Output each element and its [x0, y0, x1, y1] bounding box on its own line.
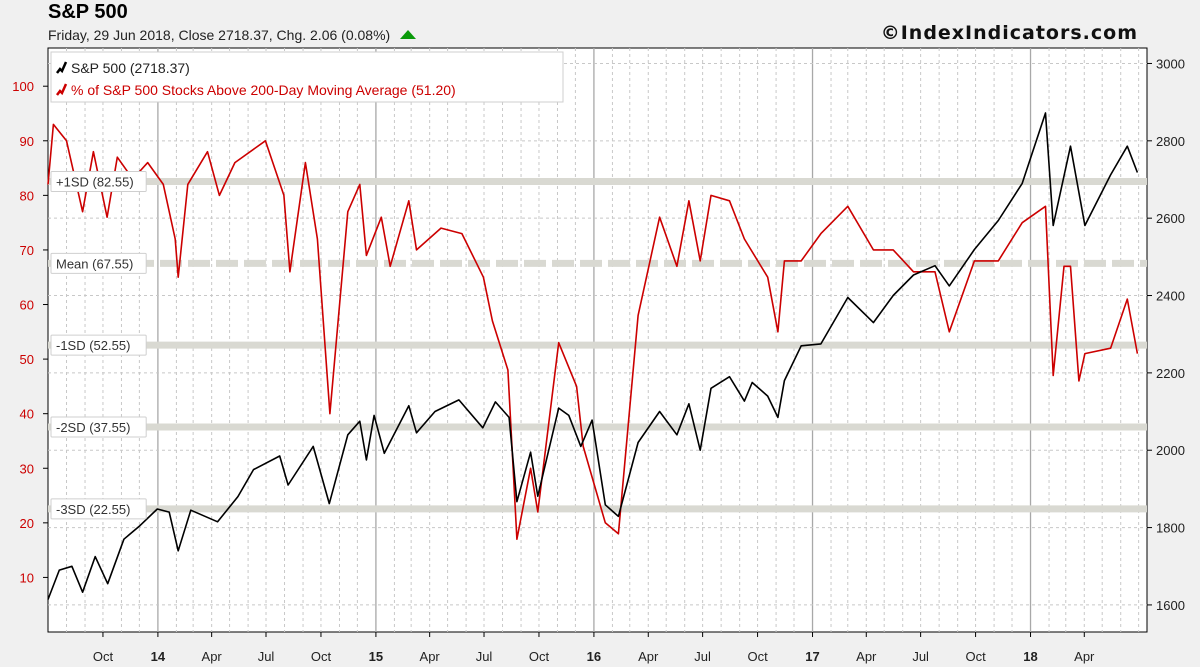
up-arrow-icon	[400, 30, 417, 39]
band-label-box	[50, 252, 147, 274]
pct-above-200dma-line	[47, 123, 1139, 540]
left-tick-label: 50	[20, 352, 34, 367]
band-label-box	[50, 334, 147, 356]
band-label-box	[50, 170, 147, 192]
brand-watermark: ©IndexIndicators.com	[880, 22, 1138, 44]
left-tick-label: 90	[20, 134, 34, 149]
left-tick-label: 80	[20, 188, 34, 203]
plot-area	[47, 47, 1148, 633]
right-tick-label: 3000	[1156, 56, 1185, 71]
right-tick-label: 2200	[1156, 366, 1185, 381]
x-tick-label: Apr	[1074, 649, 1095, 664]
band-label: -3SD (22.55)	[56, 502, 130, 517]
left-tick-label: 60	[20, 298, 34, 313]
legend-entry: S&P 500 (2718.37)	[71, 60, 190, 76]
x-tick-label: 18	[1023, 649, 1037, 664]
band-label-box	[50, 416, 147, 438]
x-tick-label: Jul	[258, 649, 275, 664]
x-tick-label: Oct	[311, 649, 332, 664]
right-tick-label: 2400	[1156, 289, 1185, 304]
x-tick-label: 16	[587, 649, 601, 664]
x-tick-label: Oct	[965, 649, 986, 664]
right-tick-label: 2000	[1156, 443, 1185, 458]
sp500-line	[47, 112, 1139, 600]
x-tick-label: Oct	[529, 649, 550, 664]
x-tick-label: Apr	[856, 649, 877, 664]
x-tick-label: Oct	[93, 649, 114, 664]
legend-box	[50, 51, 564, 103]
left-tick-label: 100	[12, 79, 34, 94]
right-tick-label: 2600	[1156, 211, 1185, 226]
legend-swatch	[56, 61, 68, 74]
x-tick-label: Oct	[747, 649, 768, 664]
x-tick-label: 14	[151, 649, 166, 664]
left-tick-label: 10	[20, 570, 34, 585]
x-tick-label: Jul	[912, 649, 929, 664]
x-tick-label: 15	[369, 649, 383, 664]
x-tick-label: Apr	[420, 649, 441, 664]
subtitle-text: Friday, 29 Jun 2018, Close 2718.37, Chg.…	[48, 27, 391, 43]
band-label: -2SD (37.55)	[56, 420, 130, 435]
right-tick-label: 1600	[1156, 598, 1185, 613]
legend-swatch	[56, 83, 68, 96]
chart-title: S&P 500	[48, 1, 128, 23]
chart-subtitle: Friday, 29 Jun 2018, Close 2718.37, Chg.…	[48, 27, 417, 43]
band-label: +1SD (82.55)	[56, 174, 134, 189]
x-tick-label: Apr	[638, 649, 659, 664]
band-label: Mean (67.55)	[56, 256, 133, 271]
band-label: -1SD (52.55)	[56, 338, 130, 353]
left-tick-label: 30	[20, 461, 34, 476]
x-tick-label: Jul	[476, 649, 493, 664]
legend-entry: % of S&P 500 Stocks Above 200-Day Moving…	[71, 82, 456, 98]
left-tick-label: 40	[20, 407, 34, 422]
right-tick-label: 1800	[1156, 521, 1185, 536]
right-tick-label: 2800	[1156, 134, 1185, 149]
x-tick-label: Jul	[694, 649, 711, 664]
left-tick-label: 20	[20, 516, 34, 531]
x-tick-label: Apr	[202, 649, 223, 664]
left-tick-label: 70	[20, 243, 34, 258]
band-label-box	[50, 498, 147, 520]
x-tick-label: 17	[805, 649, 819, 664]
